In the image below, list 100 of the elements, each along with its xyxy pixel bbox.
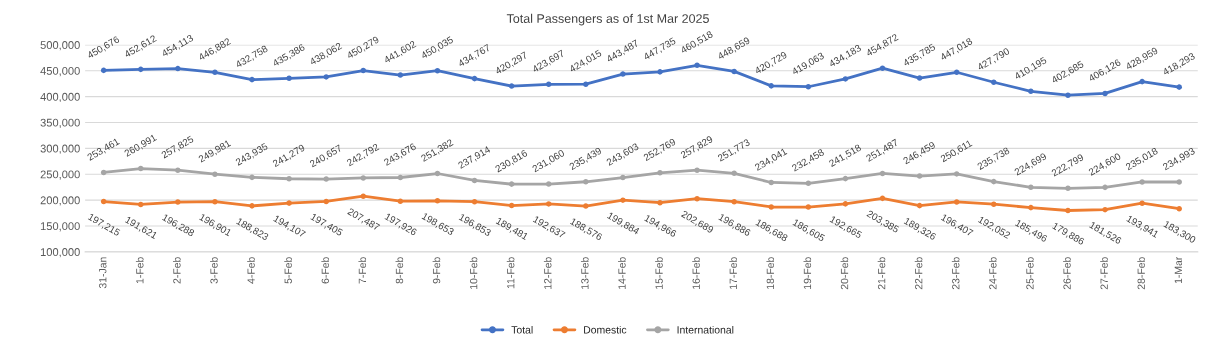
x-tick-label: 7-Feb — [358, 257, 367, 284]
x-tick-label: 18-Feb — [766, 257, 775, 289]
x-tick-label: 10-Feb — [469, 257, 478, 289]
point — [175, 167, 181, 173]
point — [583, 203, 589, 209]
x-tick-label: 6-Feb — [321, 257, 329, 284]
point — [731, 68, 737, 75]
x-tick-label: 22-Feb — [914, 257, 923, 290]
point — [694, 195, 700, 202]
point — [842, 201, 849, 207]
point — [1028, 204, 1034, 211]
point — [768, 204, 775, 210]
point — [137, 165, 144, 172]
x-tick-label: 13-Feb — [580, 257, 589, 289]
y-tick-label: 150,000 — [40, 222, 80, 232]
point — [508, 202, 515, 209]
x-tick-label: 8-Feb — [395, 257, 404, 284]
x-tick-label: 2-Feb — [172, 257, 181, 284]
point — [100, 198, 107, 205]
x-tick-label: 28-Feb — [1137, 257, 1145, 290]
x-tick-label: 4-Feb — [247, 257, 255, 284]
point — [1028, 184, 1034, 191]
point — [1176, 84, 1182, 90]
point — [1102, 90, 1108, 97]
point — [1102, 184, 1108, 191]
point — [434, 198, 441, 204]
point — [1065, 92, 1071, 98]
x-tick-label: 9-Feb — [432, 257, 441, 284]
point — [323, 176, 329, 182]
point — [657, 199, 663, 206]
x-tick-label: 5-Feb — [284, 257, 292, 284]
x-tick-label: 11-Feb — [506, 257, 515, 289]
point — [175, 199, 181, 205]
point — [360, 175, 367, 181]
y-tick-label: 200,000 — [40, 196, 80, 206]
y-tick-label: 450,000 — [40, 66, 80, 77]
x-tick-label: 19-Feb — [803, 257, 812, 289]
point — [620, 71, 626, 77]
point — [620, 197, 626, 203]
point — [879, 65, 886, 71]
x-tick-label: 31-Jan — [99, 257, 107, 289]
x-tick-label: 17-Feb — [729, 257, 737, 289]
point — [805, 180, 812, 187]
point — [508, 181, 515, 187]
point — [1139, 78, 1145, 85]
point — [137, 66, 144, 73]
point — [768, 83, 775, 89]
point — [286, 200, 292, 206]
point — [916, 202, 923, 209]
point — [953, 199, 960, 205]
chart-title: Total Passengers as of 1st Mar 2025 — [506, 13, 709, 26]
point — [620, 174, 626, 181]
x-tick-label: 26-Feb — [1063, 257, 1071, 290]
point — [991, 178, 997, 185]
point — [508, 83, 515, 89]
point — [360, 193, 367, 199]
point — [805, 204, 812, 210]
x-tick-label: 3-Feb — [210, 257, 218, 284]
point — [694, 62, 700, 69]
x-tick-label: 1-Mar — [1174, 256, 1183, 284]
point — [1176, 179, 1182, 185]
point — [805, 83, 812, 90]
point — [175, 65, 181, 72]
x-tick-label: 25-Feb — [1026, 257, 1034, 290]
legend-label: Total — [511, 325, 533, 334]
y-tick-label: 250,000 — [40, 170, 80, 180]
point — [212, 69, 218, 76]
point — [916, 173, 923, 179]
x-tick-label: 24-Feb — [988, 257, 997, 290]
point — [657, 69, 663, 75]
point — [212, 198, 218, 205]
point — [323, 198, 329, 205]
point — [916, 75, 923, 81]
point — [879, 195, 886, 202]
legend-label: Domestic — [584, 325, 627, 334]
x-tick-label: 16-Feb — [692, 257, 700, 289]
point — [545, 181, 552, 187]
point — [731, 198, 737, 205]
point — [991, 79, 997, 85]
point — [545, 201, 552, 207]
point — [137, 201, 144, 208]
point — [731, 170, 737, 177]
point — [694, 167, 700, 173]
point — [842, 175, 849, 182]
point — [286, 75, 292, 82]
point — [249, 203, 255, 209]
point — [1139, 200, 1145, 207]
point — [1139, 179, 1145, 185]
point — [100, 67, 107, 74]
y-tick-label: 350,000 — [40, 118, 80, 128]
x-tick-label: 14-Feb — [618, 257, 626, 289]
point — [249, 174, 255, 181]
y-tick-label: 300,000 — [40, 144, 80, 154]
point — [583, 81, 589, 87]
point — [953, 171, 960, 177]
y-tick-label: 500,000 — [40, 41, 80, 51]
point — [360, 67, 367, 74]
x-tick-label: 12-Feb — [543, 257, 552, 289]
point — [657, 170, 663, 176]
point — [953, 69, 960, 76]
